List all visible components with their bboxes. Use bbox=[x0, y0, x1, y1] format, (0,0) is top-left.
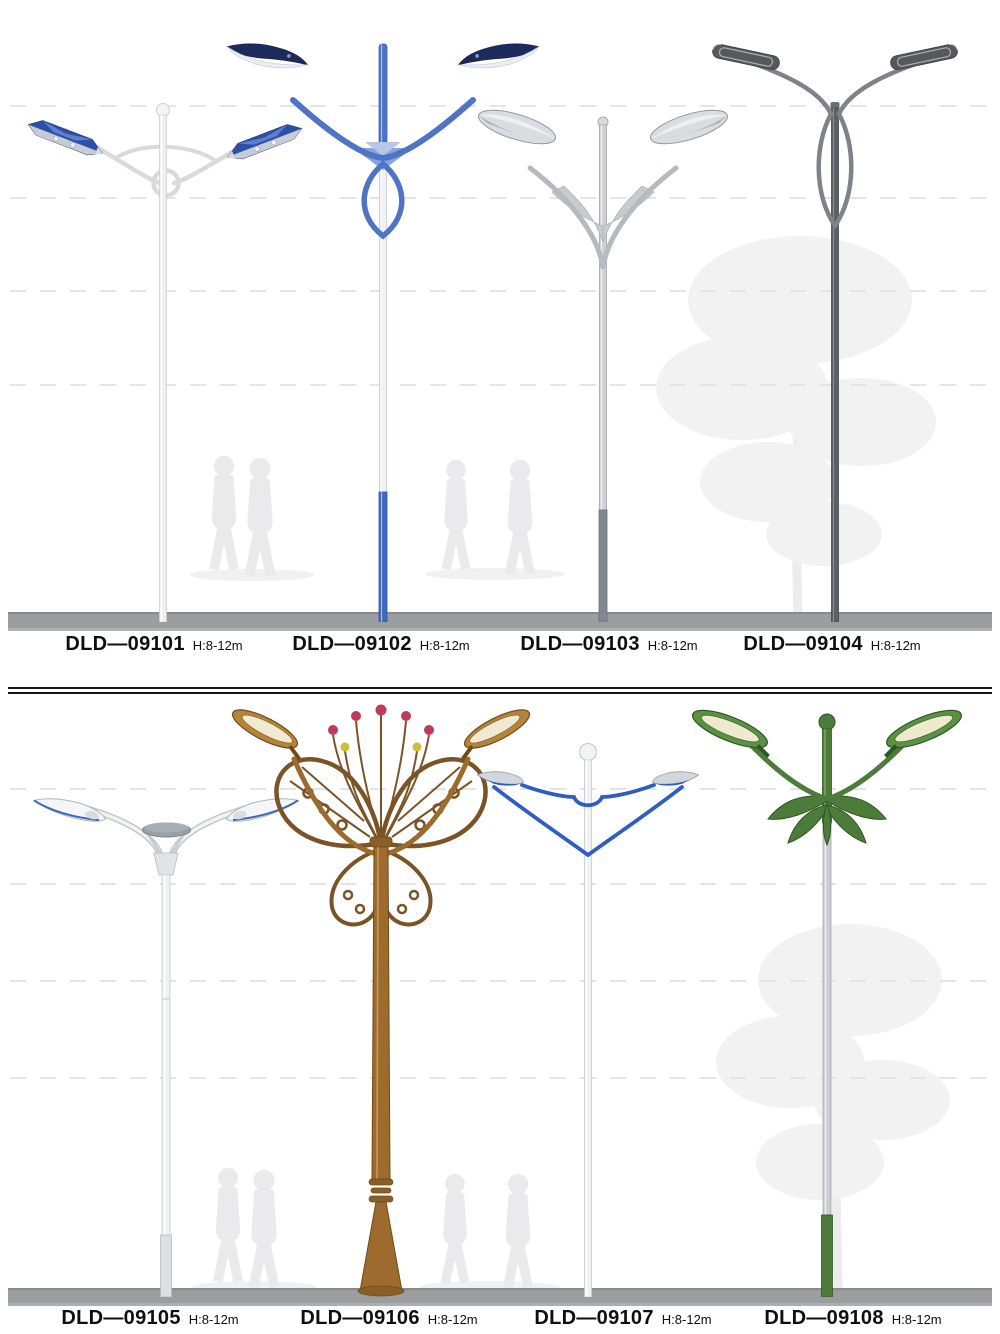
lamp-pole bbox=[153, 852, 179, 1297]
product-spec: H:8-12m bbox=[870, 638, 921, 653]
lamp-image-dld-09108 bbox=[686, 700, 968, 1297]
leaf-ornaments bbox=[767, 795, 887, 847]
lamp-image-dld-09101 bbox=[25, 103, 305, 622]
lamp-arms bbox=[95, 144, 235, 198]
product-code: DLD—09102 bbox=[292, 633, 412, 655]
gridline bbox=[10, 980, 990, 982]
canopy-disc bbox=[142, 822, 191, 838]
product-label: DLD—09107 H:8-12m bbox=[534, 1307, 711, 1330]
lamp-image-dld-09106 bbox=[225, 700, 537, 1297]
product-code: DLD—09101 bbox=[65, 633, 185, 655]
ground-bar-bottom bbox=[8, 1288, 992, 1306]
lamp-image-dld-09107 bbox=[475, 743, 701, 1297]
lamp-pole bbox=[597, 116, 609, 622]
product-label: DLD—09103 H:8-12m bbox=[520, 633, 697, 656]
gridline bbox=[10, 197, 990, 199]
lamp-pole bbox=[378, 43, 388, 622]
lamp-arms bbox=[290, 97, 476, 240]
people-silhouettes-top bbox=[190, 455, 565, 581]
lamp-pole bbox=[156, 103, 170, 622]
product-code: DLD—09105 bbox=[61, 1307, 181, 1329]
lamp-image-dld-09103 bbox=[474, 102, 732, 622]
product-code: DLD—09103 bbox=[520, 633, 640, 655]
lamp-pole bbox=[579, 743, 597, 1297]
product-spec: H:8-12m bbox=[891, 1312, 942, 1327]
gridline bbox=[10, 105, 990, 107]
lamp-arms bbox=[291, 756, 471, 858]
stamen-dots bbox=[328, 704, 434, 752]
lamp-image-dld-09105 bbox=[31, 789, 301, 1297]
product-spec: H:8-12m bbox=[647, 638, 698, 653]
lamp-pole bbox=[357, 836, 405, 1297]
lamp-arms bbox=[741, 57, 929, 229]
product-spec: H:8-12m bbox=[192, 638, 243, 653]
product-label: DLD—09102 H:8-12m bbox=[292, 633, 469, 656]
stamen-wires bbox=[332, 715, 430, 848]
product-spec: H:8-12m bbox=[427, 1312, 478, 1327]
lamp-image-dld-09102 bbox=[225, 35, 542, 622]
gridline bbox=[10, 788, 990, 790]
gridline bbox=[10, 1077, 990, 1079]
product-spec: H:8-12m bbox=[419, 638, 470, 653]
panel-divider bbox=[8, 687, 992, 694]
product-label: DLD—09104 H:8-12m bbox=[743, 633, 920, 656]
product-spec: H:8-12m bbox=[661, 1312, 712, 1327]
product-code: DLD—09106 bbox=[300, 1307, 420, 1329]
lamp-head bbox=[710, 42, 960, 72]
lamp-image-dld-09104 bbox=[710, 42, 960, 622]
lamp-arms bbox=[744, 738, 910, 802]
tree-silhouette-top bbox=[656, 236, 936, 619]
ground-bar-top bbox=[8, 612, 992, 631]
gridline bbox=[10, 384, 990, 386]
product-code: DLD—09104 bbox=[743, 633, 863, 655]
product-label: DLD—09106 H:8-12m bbox=[300, 1307, 477, 1330]
lamp-arms bbox=[492, 783, 684, 857]
gridline bbox=[10, 290, 990, 292]
lamp-arms bbox=[527, 165, 679, 270]
lamp-pole bbox=[830, 102, 840, 622]
product-spec: H:8-12m bbox=[188, 1312, 239, 1327]
gridline bbox=[10, 883, 990, 885]
product-label: DLD—09105 H:8-12m bbox=[61, 1307, 238, 1330]
product-label: DLD—09101 H:8-12m bbox=[65, 633, 242, 656]
product-code: DLD—09107 bbox=[534, 1307, 654, 1329]
product-code: DLD—09108 bbox=[764, 1307, 884, 1329]
product-label: DLD—09108 H:8-12m bbox=[764, 1307, 941, 1330]
